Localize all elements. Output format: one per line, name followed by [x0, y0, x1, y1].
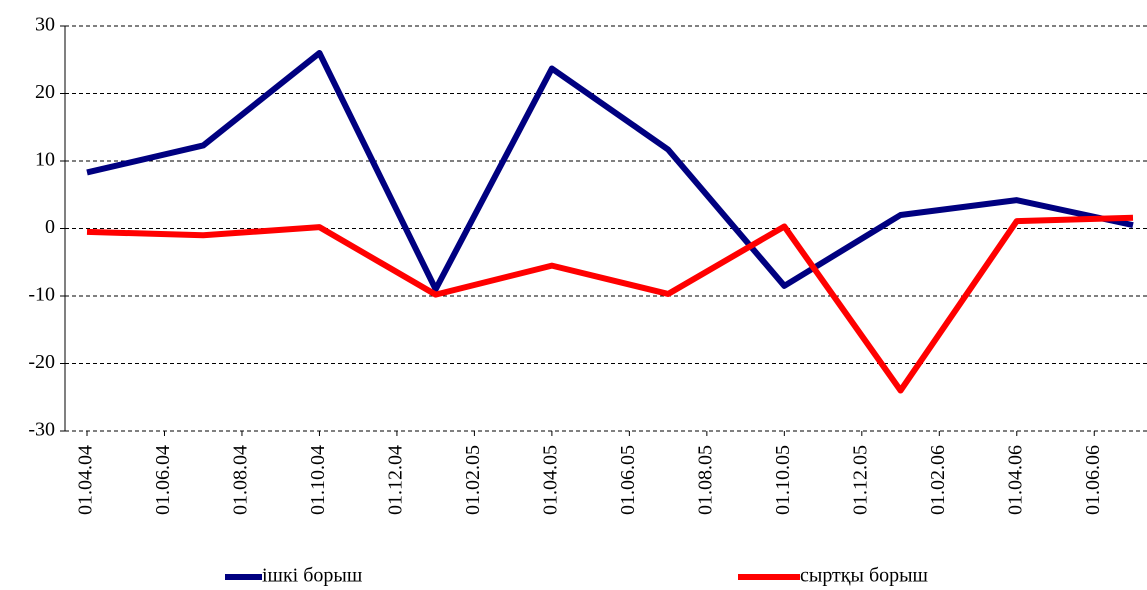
legend-label: сыртқы борыш	[800, 565, 929, 587]
legend-label: ішкі борыш	[262, 565, 363, 587]
x-tick-label: 01.08.05	[694, 445, 716, 515]
y-tick-label: -20	[28, 351, 55, 373]
x-tick-label: 01.12.05	[849, 445, 871, 515]
series-line	[86, 214, 1134, 394]
x-tick-label: 01.02.06	[927, 445, 949, 515]
x-tick-label: 01.12.04	[385, 445, 407, 515]
x-tick-label: 01.04.06	[1004, 445, 1026, 515]
x-tick-label: 01.06.04	[152, 445, 174, 515]
x-tick-label: 01.06.05	[617, 445, 639, 515]
y-tick-label: 0	[45, 216, 55, 238]
y-tick-label: 20	[35, 81, 55, 103]
y-tick-label: -10	[28, 284, 55, 306]
x-tick-label: 01.02.05	[462, 445, 484, 515]
x-tick-label: 01.08.04	[230, 445, 252, 515]
x-tick-label: 01.04.04	[75, 445, 97, 515]
x-tick-label: 01.06.06	[1082, 445, 1104, 515]
series-line	[86, 50, 1134, 293]
x-tick-label: 01.10.04	[307, 445, 329, 515]
x-tick-label: 01.10.05	[772, 445, 794, 515]
y-tick-label: -30	[28, 419, 55, 441]
y-tick-label: 10	[35, 149, 55, 171]
y-tick-label: 30	[35, 14, 55, 36]
x-tick-label: 01.04.05	[539, 445, 561, 515]
